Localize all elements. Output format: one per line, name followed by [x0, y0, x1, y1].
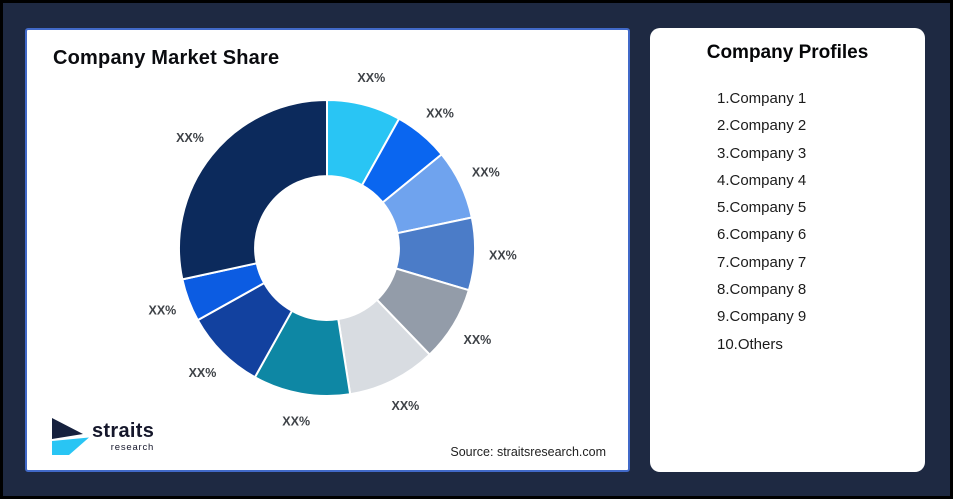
- donut-chart: XX% XX% XX% XX% XX% XX% XX% XX% XX% XX%: [149, 71, 517, 429]
- market-share-card: Company Market Share XX% XX% XX% XX% XX% XX% X…: [25, 28, 630, 472]
- company-list: 1.Company 1 2.Company 2 3.Company 3 4.Compa…: [717, 85, 925, 358]
- company-list-item: 8.Company 8: [717, 281, 807, 299]
- company-list-item: 1.Company 1: [717, 90, 807, 107]
- segment-label: XX%: [489, 249, 517, 263]
- profiles-title: Company Profiles: [706, 42, 869, 63]
- segment-label: XX%: [426, 106, 454, 120]
- logo-subtitle: research: [110, 442, 155, 453]
- straits-logo-icon: [52, 418, 89, 455]
- donut-segment: [178, 99, 328, 281]
- chart-title: Company Market Share: [53, 47, 280, 69]
- logo-name: straits: [92, 420, 155, 442]
- company-list-item: 6.Company 6: [717, 226, 807, 244]
- segment-label: XX%: [282, 415, 310, 429]
- segment-label: XX%: [464, 333, 492, 347]
- company-list-item: 4.Company 4: [717, 171, 807, 189]
- company-list-item: 5.Company 5: [717, 199, 807, 217]
- segment-label: XX%: [357, 71, 385, 85]
- straits-logo: straits research: [50, 417, 154, 457]
- straits-logo-text: straits research: [92, 421, 154, 453]
- company-list-item: 2.Company 2: [717, 117, 807, 135]
- segment-label: XX%: [149, 304, 177, 318]
- segment-label: XX%: [472, 165, 500, 179]
- segment-label: XX%: [392, 399, 420, 413]
- company-list-item: 7.Company 7: [717, 253, 807, 271]
- company-list-item: 3.Company 3: [717, 144, 807, 162]
- segment-label: XX%: [176, 131, 204, 145]
- company-list-item: 10.Others: [717, 335, 783, 353]
- profiles-card: Company Profiles 1.Company 1 2.Company 2 3…: [650, 28, 925, 472]
- segment-label: XX%: [189, 366, 217, 380]
- company-list-item: 9.Company 9: [717, 308, 807, 326]
- source-note: Source: straitsresearch.com: [450, 445, 606, 459]
